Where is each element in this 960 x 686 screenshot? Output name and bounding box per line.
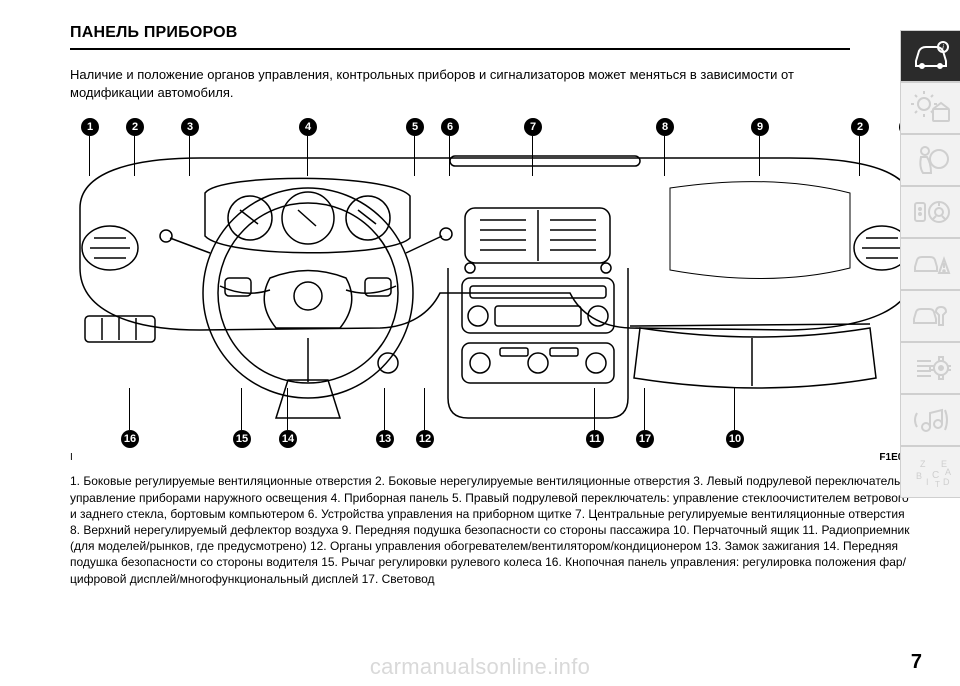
tab-media[interactable] (900, 394, 960, 446)
leader-line (241, 388, 242, 430)
leader-line (759, 136, 760, 176)
dashboard-illustration (70, 118, 920, 448)
tab-keys[interactable] (900, 186, 960, 238)
tab-warning[interactable] (900, 238, 960, 290)
svg-text:i: i (942, 43, 944, 52)
leader-line (134, 136, 135, 176)
svg-text:I: I (926, 477, 929, 487)
title-rule (70, 48, 850, 50)
figure-roman: I (70, 452, 73, 463)
leader-line (664, 136, 665, 176)
leader-line (89, 136, 90, 176)
leader-line (307, 136, 308, 176)
dashboard-figure: 123456789211615141312111710 (70, 118, 920, 448)
page-title: ПАНЕЛЬ ПРИБОРОВ (70, 24, 924, 42)
svg-text:Z: Z (920, 459, 926, 469)
svg-text:B: B (916, 471, 922, 481)
intro-text: Наличие и положение органов управления, … (70, 66, 850, 102)
leader-line (129, 388, 130, 430)
legend-text: 1. Боковые регулируемые вентиляционные о… (70, 473, 910, 586)
leader-line (859, 136, 860, 176)
tab-vehicle[interactable]: i (900, 30, 960, 82)
tab-service[interactable] (900, 290, 960, 342)
tab-index[interactable]: Z E B A I D C T (900, 446, 960, 498)
leader-line (189, 136, 190, 176)
tab-specs[interactable] (900, 342, 960, 394)
leader-line (644, 388, 645, 430)
leader-line (532, 136, 533, 176)
tab-lights[interactable] (900, 82, 960, 134)
figure-id-row: I F1E0922 (70, 452, 920, 463)
svg-text:T: T (935, 480, 940, 489)
leader-line (449, 136, 450, 176)
watermark: carmanualsonline.info (0, 654, 960, 680)
svg-text:A: A (945, 467, 951, 477)
leader-line (424, 388, 425, 430)
leader-line (414, 136, 415, 176)
leader-line (594, 388, 595, 430)
section-tabs: i (900, 30, 960, 498)
leader-line (287, 388, 288, 430)
tab-airbag[interactable] (900, 134, 960, 186)
svg-text:D: D (943, 477, 950, 487)
leader-line (734, 388, 735, 430)
leader-line (384, 388, 385, 430)
